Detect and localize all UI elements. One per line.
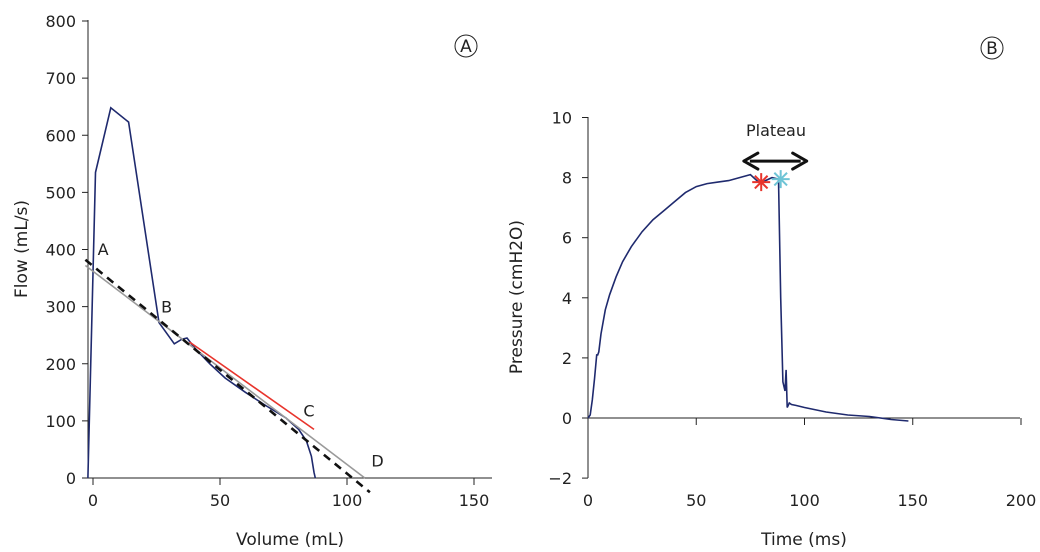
b-y-tick-label: 4 [562, 289, 572, 308]
a-x-tick-label: 0 [88, 491, 98, 510]
a-x-tick-label: 50 [210, 491, 230, 510]
b-x-tick-label: 0 [583, 491, 593, 510]
point-label-d: D [371, 452, 383, 471]
b-y-tick-label: 6 [562, 229, 572, 248]
plateau-arrow-right-head [791, 151, 809, 171]
b-x-tick-label: 200 [1006, 491, 1037, 510]
b-y-tick-label: 2 [562, 349, 572, 368]
point-label-c: C [303, 401, 314, 420]
b-y-tick-label: 8 [562, 169, 572, 188]
panel-b: 0 50 100 150 200 −2 0 2 4 6 8 10 Plateau B Time (ms… [507, 36, 1037, 550]
b-y-tick-label: −2 [548, 469, 572, 488]
a-y-tick-label: 800 [45, 12, 76, 31]
plateau-label: Plateau [746, 121, 806, 140]
panel-a-y-label: Flow (mL/s) [12, 200, 32, 298]
a-y-tick-label: 300 [45, 298, 76, 317]
b-x-tick-label: 100 [789, 491, 820, 510]
b-x-tick-label: 50 [686, 491, 706, 510]
point-label-a: A [98, 240, 109, 259]
red-fit-line [189, 341, 315, 431]
red-asterisk-marker [752, 173, 771, 192]
b-y-tick-label: 0 [562, 409, 572, 428]
asterisk-stroke [773, 172, 788, 187]
a-x-tick-label: 100 [332, 491, 363, 510]
panel-a-x-label: Volume (mL) [236, 530, 344, 550]
panel-b-letter: B [986, 39, 998, 59]
panel-a-badge [454, 34, 478, 58]
plateau-arrow-left-head [742, 151, 760, 171]
point-label-b: B [161, 297, 172, 316]
a-y-tick-label: 500 [45, 183, 76, 202]
a-y-tick-label: 600 [45, 126, 76, 145]
a-y-tick-label: 200 [45, 355, 76, 374]
a-y-tick-label: 700 [45, 69, 76, 88]
panel-b-y-label: Pressure (cmH2O) [507, 220, 527, 374]
b-x-tick-label: 150 [897, 491, 928, 510]
pressure-curve [587, 173, 909, 422]
panel-b-badge [980, 36, 1004, 60]
grey-fit-line [84, 264, 366, 479]
dashed-fit-line [84, 258, 371, 494]
a-y-tick-label: 400 [45, 241, 76, 260]
panel-b-x-label: Time (ms) [760, 530, 847, 550]
a-y-tick-label: 100 [45, 412, 76, 431]
a-x-tick-label: 150 [459, 491, 490, 510]
asterisk-stroke [754, 175, 769, 190]
cyan-asterisk-marker [771, 170, 790, 189]
a-y-tick-label: 0 [66, 469, 76, 488]
panel-a-letter: A [460, 37, 472, 57]
b-y-tick-label: 10 [552, 109, 572, 128]
